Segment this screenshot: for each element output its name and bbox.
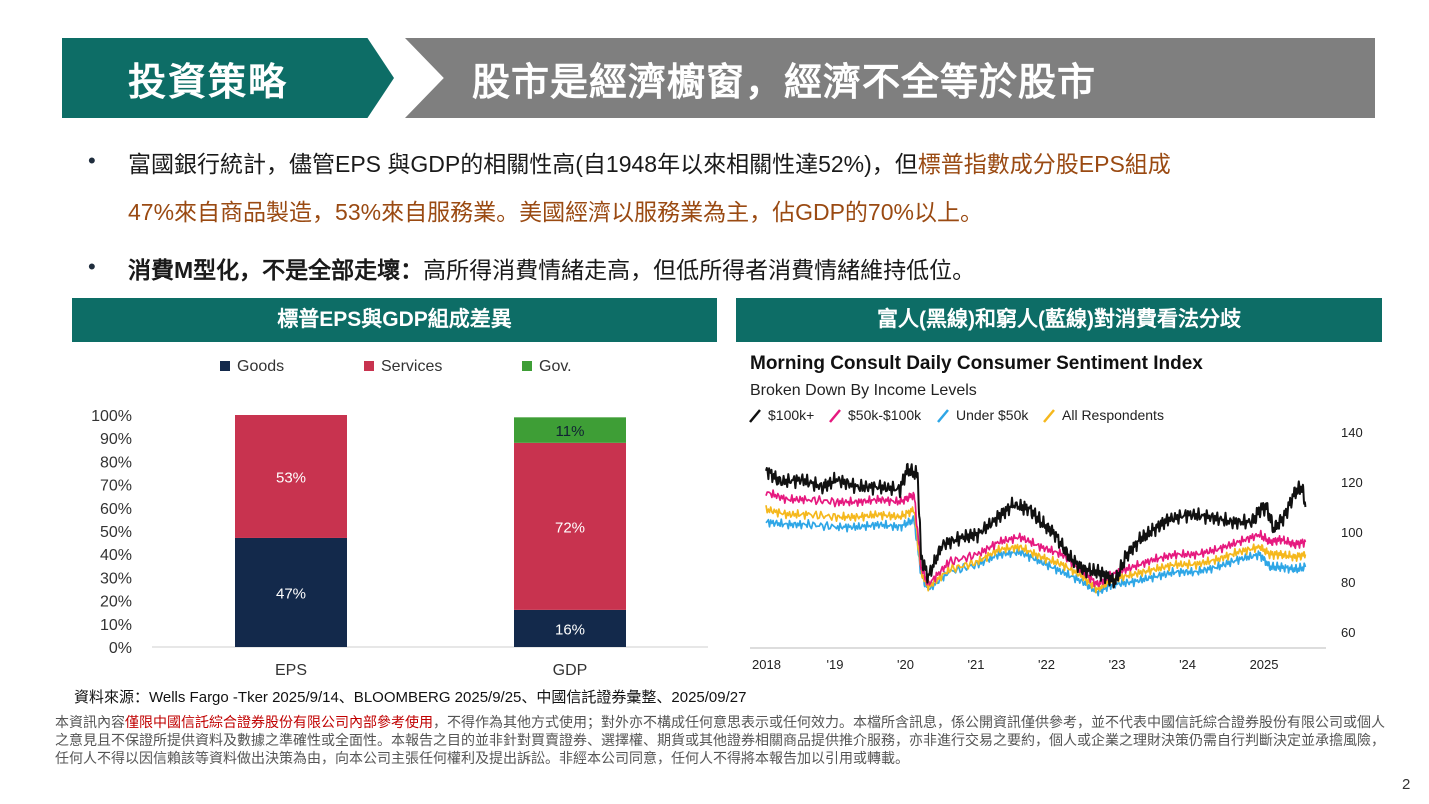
x-tick-label: EPS: [275, 662, 307, 679]
bar-legend: Goods Services Gov.: [220, 358, 572, 375]
page-number: 2: [1402, 776, 1411, 793]
stacked-bar-chart: Goods Services Gov. 100% 90% 80% 70% 60% 50% 40%…: [91, 358, 708, 679]
data-label: 11%: [556, 423, 585, 440]
slide-title: 股市是經濟櫥窗，經濟不全等於股市: [472, 62, 1097, 104]
bar-gdp-goods: [514, 609, 626, 647]
legend-line-swatch: [749, 409, 761, 423]
x-tick-label: '23: [1109, 657, 1126, 672]
legend-swatch-services: [364, 361, 374, 371]
disclaimer-body: ，不得作為其他方式使用；對外亦不構成任何意思表示或任何效力。本檔所含訊息，係公開…: [55, 714, 1385, 766]
y-tick-label: 100%: [91, 408, 132, 425]
legend-label: Gov.: [539, 358, 572, 375]
y-tick-label: 0%: [109, 640, 132, 657]
legend-line-swatch: [937, 409, 949, 423]
x-tick-label: '24: [1179, 657, 1196, 672]
series-line-100k: [765, 462, 1307, 589]
disclaimer: 本資訊內容僅限中國信託綜合證券股份有限公司內部參考使用，不得作為其他方式使用；對…: [55, 713, 1395, 767]
bullet-2-text: 高所得消費情緒走高，但低所得者消費情緒維持低位。: [423, 257, 976, 283]
y-tick-label: 70%: [100, 478, 132, 495]
data-label: 53%: [276, 469, 306, 486]
header-left-ribbon: [62, 38, 394, 118]
y-tick-label: 120: [1341, 475, 1363, 490]
legend-label: $100k+: [768, 407, 814, 423]
y-tick-label: 140: [1341, 425, 1363, 440]
y-tick-label: 40%: [100, 547, 132, 564]
legend-swatch-gov: [522, 361, 532, 371]
legend-line-swatch: [1043, 409, 1055, 423]
series-line-under50k: [765, 515, 1307, 597]
series-line-50k100k: [765, 489, 1307, 588]
legend-line-swatch: [829, 409, 841, 423]
bullet-icon: •: [88, 148, 96, 173]
disclaimer-highlight: 僅限中國信託綜合證券股份有限公司內部參考使用: [125, 714, 433, 730]
line-chart-subtitle: Broken Down By Income Levels: [750, 382, 977, 399]
source-note: 資料來源：Wells Fargo -Tker 2025/9/14、BLOOMBE…: [74, 689, 747, 706]
bullet-1-text: 富國銀行統計，儘管EPS 與GDP的相關性高(自1948年以來相關性達52%)，…: [128, 151, 918, 177]
x-tick-label: GDP: [553, 662, 588, 679]
bar-eps-services: [235, 415, 347, 538]
bar-marks: 47% 53% 16% 72% 11%: [235, 415, 626, 647]
line-chart-title: Morning Consult Daily Consumer Sentiment…: [750, 353, 1203, 374]
bullet-icon: •: [88, 254, 96, 279]
y-tick-label: 50%: [100, 524, 132, 541]
x-tick-label: '21: [968, 657, 985, 672]
y-tick-label: 90%: [100, 431, 132, 448]
legend-label: Under $50k: [956, 407, 1029, 423]
line-axes: 140 120 100 80 60 2018 '19 '20 '21 '22 '23 '24 2025: [750, 425, 1363, 672]
y-tick-label: 10%: [100, 617, 132, 634]
line-marks: [765, 462, 1307, 597]
left-panel-title: 標普EPS與GDP組成差異: [72, 298, 717, 342]
y-tick-label: 80: [1341, 575, 1355, 590]
y-tick-label: 100: [1341, 525, 1363, 540]
right-panel-title: 富人(黑線)和窮人(藍線)對消費看法分歧: [736, 298, 1382, 342]
data-label: 47%: [276, 585, 306, 602]
legend-label: Goods: [237, 358, 284, 375]
bullet-1-highlight: 標普指數成分股EPS組成: [917, 151, 1171, 177]
bar-gdp-gov: [514, 417, 626, 443]
disclaimer-pre: 本資訊內容: [55, 714, 125, 730]
legend-label: All Respondents: [1062, 407, 1164, 423]
sentiment-line-chart: Morning Consult Daily Consumer Sentiment…: [749, 353, 1363, 672]
x-tick-label: '20: [897, 657, 914, 672]
x-tick-label: 2018: [752, 657, 781, 672]
bullet-2-bold: 消費M型化，不是全部走壞：: [128, 257, 424, 283]
data-label: 72%: [555, 519, 585, 536]
legend-label: $50k-$100k: [848, 407, 922, 423]
bar-gdp-services: [514, 442, 626, 610]
x-tick-label: '19: [827, 657, 844, 672]
legend-label: Services: [381, 358, 442, 375]
section-title: 投資策略: [128, 62, 289, 104]
legend-swatch-goods: [220, 361, 230, 371]
y-tick-label: 20%: [100, 594, 132, 611]
bullet-1-line-1: 富國銀行統計，儘管EPS 與GDP的相關性高(自1948年以來相關性達52%)，…: [128, 145, 1171, 179]
y-tick-label: 80%: [100, 454, 132, 471]
y-tick-label: 60%: [100, 501, 132, 518]
series-line-allrespondents: [765, 505, 1307, 594]
line-legend: $100k+ $50k-$100k Under $50k All Respondent…: [749, 407, 1164, 423]
bar-eps-goods: [235, 537, 347, 647]
bullet-2: 消費M型化，不是全部走壞：高所得消費情緒走高，但低所得者消費情緒維持低位。: [128, 251, 975, 285]
x-tick-label: '22: [1038, 657, 1055, 672]
x-tick-label: 2025: [1250, 657, 1279, 672]
y-tick-label: 30%: [100, 570, 132, 587]
data-label: 16%: [555, 621, 585, 638]
y-tick-label: 60: [1341, 625, 1355, 640]
bullet-1-line-2: 47%來自商品製造，53%來自服務業。美國經濟以服務業為主，佔GDP的70%以上…: [128, 199, 983, 225]
header-right-ribbon: [405, 38, 1375, 118]
